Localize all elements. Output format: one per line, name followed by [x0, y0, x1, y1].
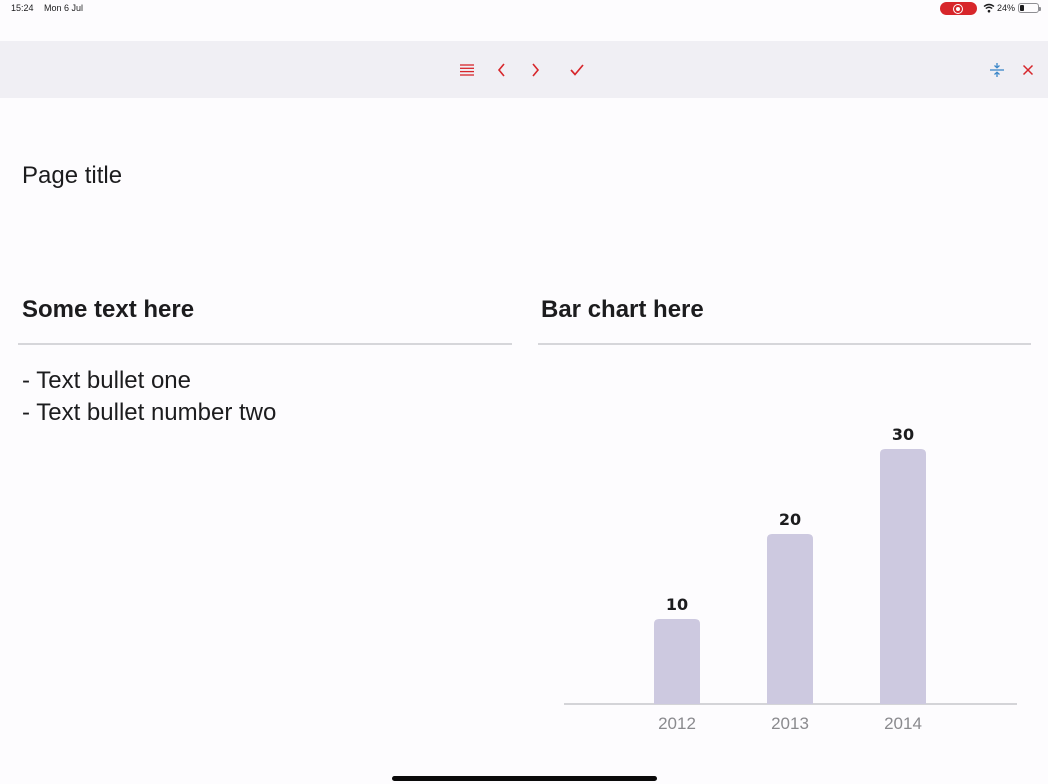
x-tick-label-2012: 2012: [658, 714, 696, 733]
bullet-list: - Text bullet one - Text bullet number t…: [22, 365, 276, 429]
left-section-title: Some text here: [22, 296, 195, 323]
bullet-item: - Text bullet number two: [22, 399, 277, 426]
list-button[interactable]: [456, 59, 478, 81]
status-date: Mon 6 Jul: [44, 3, 84, 13]
battery-cap: [1039, 6, 1041, 11]
bar-2012[interactable]: [654, 619, 700, 704]
split-view-button[interactable]: [986, 59, 1008, 81]
battery-fill: [1020, 5, 1024, 11]
screen-recording-icon[interactable]: [940, 2, 977, 15]
list-icon: [460, 64, 474, 76]
next-button[interactable]: [524, 59, 546, 81]
record-dot: [956, 6, 960, 11]
previous-button[interactable]: [491, 59, 513, 81]
bullet-item: - Text bullet one: [22, 367, 191, 394]
right-section-title: Bar chart here: [541, 296, 704, 323]
data-label-2012: 10: [666, 595, 688, 614]
data-label-2014: 30: [892, 425, 914, 444]
chevron-right-icon: [532, 63, 540, 77]
bar-2014[interactable]: [880, 449, 926, 704]
done-button[interactable]: [566, 59, 588, 81]
bar-chart: 10 2012 20 2013 30 2014: [540, 360, 1030, 750]
home-indicator[interactable]: [392, 776, 657, 781]
chevron-left-icon: [497, 63, 505, 77]
bar-2013[interactable]: [767, 534, 813, 704]
right-divider: [538, 343, 1031, 345]
toolbar: [0, 41, 1048, 98]
bar-chart-svg: 10 2012 20 2013 30 2014: [564, 425, 1017, 733]
page-title: Page title: [22, 162, 123, 189]
wifi-icon: [983, 3, 995, 13]
battery-percentage: 24%: [997, 3, 1016, 13]
checkmark-icon: [570, 64, 584, 76]
status-bar: 15:24 Mon 6 Jul 24%: [0, 0, 1048, 18]
data-label-2013: 20: [779, 510, 801, 529]
x-tick-label-2013: 2013: [771, 714, 809, 733]
x-tick-label-2014: 2014: [884, 714, 922, 733]
left-divider: [18, 343, 512, 345]
record-ring: [953, 3, 963, 14]
close-button[interactable]: [1017, 59, 1039, 81]
close-icon: [1022, 64, 1034, 76]
split-icon: [990, 63, 1004, 77]
battery-icon: [1018, 3, 1041, 13]
status-time: 15:24: [11, 3, 34, 13]
